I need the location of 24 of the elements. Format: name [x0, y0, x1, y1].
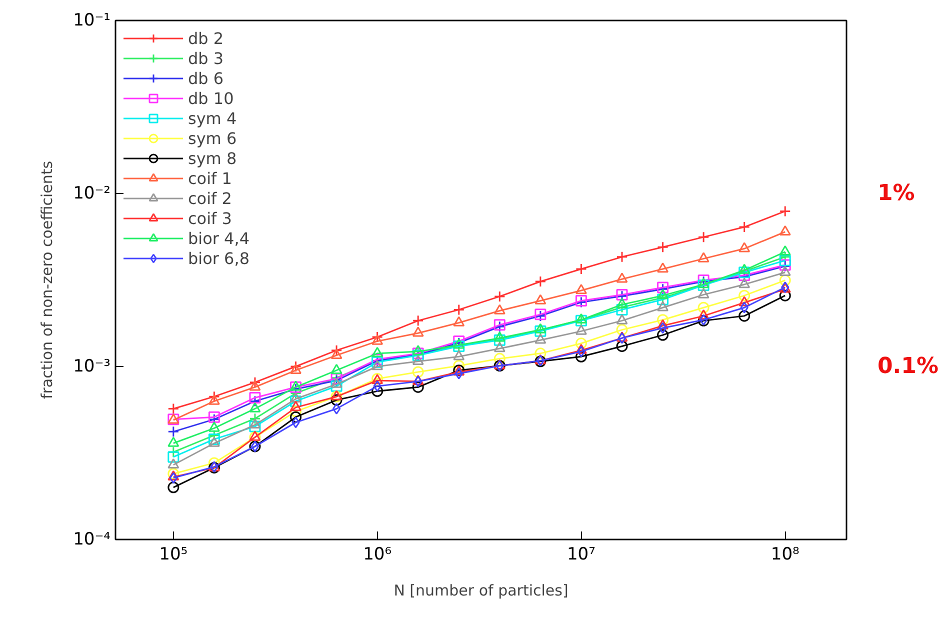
legend-label: bior 6,8: [188, 248, 250, 268]
legend-label: sym 8: [188, 148, 237, 168]
x-tick-label: 10⁸: [770, 544, 800, 564]
legend-label: coif 1: [188, 168, 232, 188]
legend-label: bior 4,4: [188, 228, 250, 248]
legend-label: db 6: [188, 68, 224, 88]
legend-label: db 10: [188, 88, 234, 108]
legend-label: sym 4: [188, 108, 237, 128]
x-tick-label: 10⁵: [159, 544, 188, 564]
y-tick-label: 10⁻⁴: [73, 530, 111, 550]
text: 1%: [878, 181, 915, 206]
legend-label: sym 6: [188, 128, 237, 148]
text: 0.1%: [878, 354, 939, 379]
x-tick-label: 10⁷: [566, 544, 596, 564]
legend-label: db 3: [188, 48, 224, 68]
y-tick-label: 10⁻²: [73, 184, 110, 204]
legend-label: coif 2: [188, 188, 232, 208]
legend-label: db 2: [188, 28, 224, 48]
x-axis-title: N [number of particles]: [394, 582, 568, 600]
y-tick-label: 10⁻¹: [73, 10, 110, 30]
legend-label: coif 3: [188, 208, 232, 228]
x-tick-label: 10⁶: [363, 544, 392, 564]
y-tick-label: 10⁻³: [73, 356, 110, 376]
y-axis-title: fraction of non-zero coefficients: [38, 160, 56, 400]
